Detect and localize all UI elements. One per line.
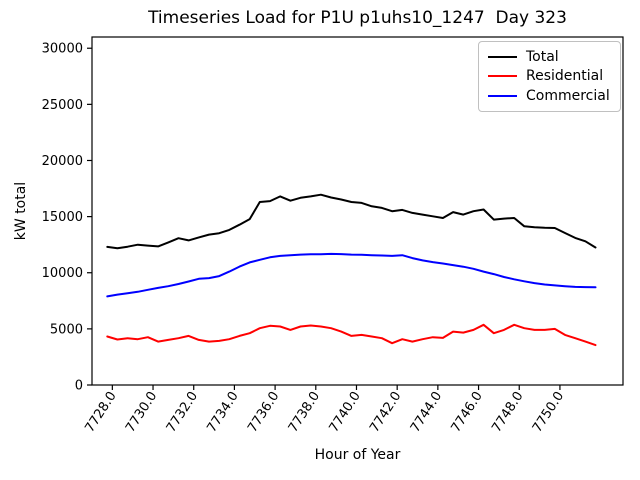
residential-line-swatch xyxy=(488,75,517,78)
legend-item-commercial: Commercial xyxy=(488,89,611,103)
y-tick-label: 30000 xyxy=(42,42,83,57)
x-tick-label: 7728.0 xyxy=(82,389,119,435)
commercial-line xyxy=(106,252,597,298)
y-tick-label: 15000 xyxy=(42,210,83,225)
x-tick-label: 7734.0 xyxy=(204,389,241,435)
legend-label-total: Total xyxy=(526,48,559,65)
y-tick-label: 25000 xyxy=(42,98,83,113)
x-tick-label: 7738.0 xyxy=(286,389,323,435)
residential-line xyxy=(106,323,597,347)
x-tick-label: 7750.0 xyxy=(530,389,567,435)
x-tick-label: 7740.0 xyxy=(326,389,363,435)
x-tick-label: 7746.0 xyxy=(449,389,486,435)
x-axis-label: Hour of Year xyxy=(314,447,401,463)
chart-title: Timeseries Load for P1U p1uhs10_1247 Day… xyxy=(148,8,567,28)
x-tick-label: 7732.0 xyxy=(164,389,201,435)
y-tick-label: 10000 xyxy=(42,266,83,281)
y-axis-label: kW total xyxy=(13,181,29,241)
y-tick-label: 5000 xyxy=(50,322,83,337)
x-tick-label: 7748.0 xyxy=(489,389,526,435)
x-tick-label: 7742.0 xyxy=(367,389,404,435)
y-tick-label: 20000 xyxy=(42,154,83,169)
x-tick-label: 7730.0 xyxy=(123,389,160,435)
total-line-swatch xyxy=(488,55,517,58)
x-tick-label: 7736.0 xyxy=(245,389,282,435)
commercial-line-swatch xyxy=(488,95,517,98)
legend-label-residential: Residential xyxy=(526,68,604,85)
axes-spines xyxy=(91,36,624,386)
y-tick-label: 0 xyxy=(75,379,83,394)
legend-label-commercial: Commercial xyxy=(526,88,610,105)
total-line xyxy=(106,193,597,250)
legend-item-residential: Residential xyxy=(488,69,611,83)
x-tick-label: 7744.0 xyxy=(408,389,445,435)
legend: Total Residential Commercial xyxy=(478,41,621,112)
legend-item-total: Total xyxy=(488,50,611,64)
